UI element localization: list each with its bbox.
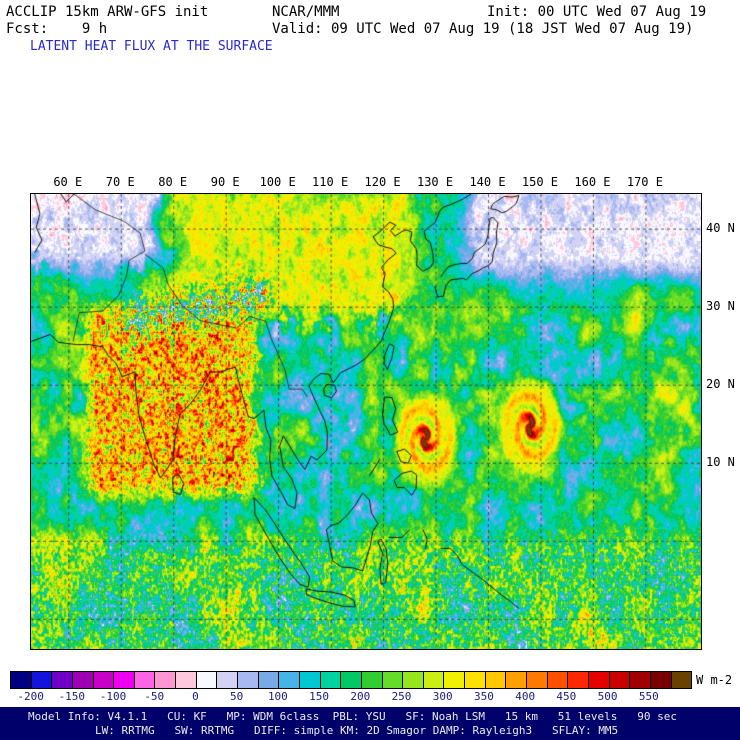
colorbar-tick-label: -50 [144, 690, 165, 703]
colorbar-segment [588, 672, 610, 688]
colorbar-tick-label: 300 [432, 690, 453, 703]
lon-label: 130 E [416, 175, 454, 189]
colorbar-segment [299, 672, 321, 688]
center-label: NCAR/MMM [272, 4, 340, 20]
colorbar-tick-label: 350 [474, 690, 494, 703]
colorbar-segment [176, 672, 197, 688]
lat-label: 20 N [706, 377, 735, 392]
lon-label: 100 E [259, 175, 296, 189]
colorbar-segment [341, 672, 362, 688]
colorbar-tick-label: 0 [192, 690, 199, 703]
colorbar-tick-label: -200 [17, 690, 44, 703]
colorbar-segment [196, 672, 218, 688]
lat-label: 30 N [706, 299, 735, 314]
colorbar-segment [93, 672, 115, 688]
colorbar-tick-label: 450 [556, 690, 577, 703]
lon-label: 90 E [210, 175, 240, 189]
colorbar-tick-label: 550 [638, 690, 659, 703]
colorbar-segment [320, 672, 342, 688]
colorbar-tick-label: -150 [58, 690, 86, 703]
colorbar-segment [506, 672, 528, 688]
plot-title: LATENT HEAT FLUX AT THE SURFACE [30, 39, 273, 54]
colorbar-segment [609, 672, 631, 688]
forecast-hour-label: Fcst: 9 h [6, 21, 108, 37]
colorbar-segment [630, 672, 651, 688]
colorbar-segment [361, 672, 383, 688]
colorbar-segment [568, 672, 589, 688]
colorbar-tick-label: 200 [350, 690, 371, 703]
colorbar-segment [423, 672, 445, 688]
colorbar-tick-label: 250 [391, 690, 412, 703]
lon-label: 160 E [574, 175, 611, 189]
colorbar-segment [671, 672, 692, 688]
colorbar-segment [52, 672, 73, 688]
lat-label: 10 N [706, 455, 735, 470]
colorbar-segment [31, 672, 53, 688]
lat-label: 40 N [706, 221, 735, 236]
colorbar-segment [382, 672, 404, 688]
lon-label: 150 E [521, 175, 559, 189]
map-frame [30, 193, 702, 650]
model-label: ACCLIP 15km ARW-GFS init [6, 4, 209, 20]
footer: Model Info: V4.1.1 CU: KF MP: WDM 6class… [0, 707, 740, 740]
colorbar-segment [403, 672, 424, 688]
lon-label: 110 E [312, 175, 349, 189]
colorbar-segment [134, 672, 156, 688]
colorbar-units-label: W m-2 [696, 673, 733, 687]
lon-label: 140 E [469, 175, 506, 189]
lon-label: 120 E [364, 175, 401, 189]
colorbar-segment [485, 672, 507, 688]
colorbar-segment [279, 672, 300, 688]
lon-label: 80 E [158, 175, 188, 189]
colorbar-segment [155, 672, 177, 688]
valid-time-label: Valid: 09 UTC Wed 07 Aug 19 (18 JST Wed … [272, 21, 694, 37]
colorbar-segment [217, 672, 239, 688]
colorbar-tick-label: -100 [99, 690, 127, 703]
model-config-line2: LW: RRTMG SW: RRTMG DIFF: simple KM: 2D … [95, 724, 619, 737]
colorbar [10, 671, 692, 689]
colorbar-segment [650, 672, 672, 688]
colorbar-segment [72, 672, 94, 688]
model-config-line1: Model Info: V4.1.1 CU: KF MP: WDM 6class… [28, 710, 678, 723]
colorbar-segment [11, 672, 32, 688]
colorbar-segment [238, 672, 259, 688]
colorbar-segment [527, 672, 548, 688]
colorbar-segment [258, 672, 280, 688]
colorbar-segment [547, 672, 569, 688]
lon-label: 70 E [105, 175, 135, 189]
colorbar-tick-label: 150 [309, 690, 330, 703]
colorbar-tick-label: 500 [597, 690, 618, 703]
colorbar-tick-label: 400 [515, 690, 536, 703]
map-canvas [31, 194, 701, 649]
colorbar-segment [465, 672, 486, 688]
colorbar-segment [114, 672, 135, 688]
colorbar-tick-label: 100 [267, 690, 288, 703]
lon-label: 170 E [626, 175, 663, 189]
init-time-label: Init: 00 UTC Wed 07 Aug 19 [487, 4, 707, 20]
lon-label: 60 E [53, 175, 83, 189]
colorbar-segment [444, 672, 466, 688]
colorbar-tick-label: 50 [230, 690, 244, 703]
